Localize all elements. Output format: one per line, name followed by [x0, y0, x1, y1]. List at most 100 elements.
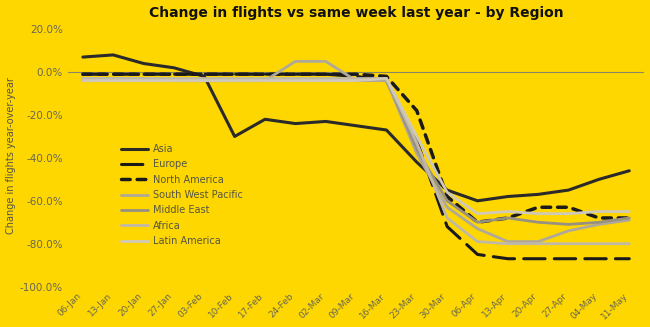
Europe [79, 72, 87, 76]
North America [352, 72, 360, 76]
Europe [109, 72, 117, 76]
North America [140, 72, 148, 76]
North America [109, 72, 117, 76]
Middle East [109, 79, 117, 83]
Europe [140, 72, 148, 76]
Asia [625, 169, 633, 173]
South West Pacific [625, 218, 633, 222]
Legend: Asia, Europe, North America, South West Pacific, Middle East, Africa, Latin Amer: Asia, Europe, North America, South West … [119, 142, 244, 248]
Europe [170, 72, 178, 76]
Latin America [383, 77, 391, 80]
Middle East [565, 222, 573, 226]
Latin America [443, 190, 451, 194]
Latin America [474, 212, 482, 215]
South West Pacific [140, 77, 148, 80]
Africa [534, 242, 542, 246]
Latin America [140, 79, 148, 83]
Asia [534, 192, 542, 196]
Asia [140, 61, 148, 65]
North America [625, 216, 633, 220]
Asia [413, 160, 421, 164]
Latin America [109, 79, 117, 83]
Europe [261, 72, 269, 76]
Africa [231, 77, 239, 80]
Line: Latin America: Latin America [83, 78, 629, 214]
Europe [200, 72, 208, 76]
Europe [534, 257, 542, 261]
Latin America [352, 79, 360, 83]
Africa [140, 77, 148, 80]
North America [170, 72, 178, 76]
Asia [322, 119, 330, 123]
Africa [261, 77, 269, 80]
North America [504, 216, 512, 220]
Europe [565, 257, 573, 261]
Africa [443, 216, 451, 220]
Middle East [413, 147, 421, 151]
Latin America [504, 210, 512, 214]
Latin America [231, 79, 239, 83]
Middle East [261, 79, 269, 83]
Line: Asia: Asia [83, 55, 629, 201]
North America [474, 220, 482, 224]
Asia [595, 177, 603, 181]
Middle East [170, 79, 178, 83]
South West Pacific [504, 240, 512, 244]
Africa [504, 242, 512, 246]
Africa [170, 77, 178, 80]
North America [200, 72, 208, 76]
Middle East [352, 79, 360, 83]
North America [291, 72, 299, 76]
South West Pacific [534, 240, 542, 244]
South West Pacific [474, 227, 482, 231]
Asia [231, 134, 239, 138]
North America [79, 72, 87, 76]
Line: Africa: Africa [83, 78, 629, 244]
South West Pacific [443, 205, 451, 209]
Latin America [413, 134, 421, 138]
Europe [595, 257, 603, 261]
South West Pacific [352, 79, 360, 83]
Africa [200, 77, 208, 80]
Asia [200, 75, 208, 78]
North America [565, 205, 573, 209]
Africa [595, 242, 603, 246]
Middle East [443, 199, 451, 203]
Line: South West Pacific: South West Pacific [83, 61, 629, 242]
Europe [291, 72, 299, 76]
South West Pacific [170, 79, 178, 83]
North America [383, 75, 391, 78]
South West Pacific [595, 222, 603, 226]
Middle East [474, 220, 482, 224]
South West Pacific [200, 79, 208, 83]
Asia [474, 199, 482, 203]
Asia [109, 53, 117, 57]
Middle East [383, 77, 391, 80]
Latin America [322, 79, 330, 83]
Africa [565, 242, 573, 246]
Asia [261, 117, 269, 121]
Africa [625, 242, 633, 246]
Asia [79, 55, 87, 59]
Y-axis label: Change in flights year-over-year: Change in flights year-over-year [6, 77, 16, 234]
Latin America [261, 79, 269, 83]
Middle East [140, 79, 148, 83]
Latin America [200, 79, 208, 83]
Europe [352, 75, 360, 78]
Latin America [625, 210, 633, 214]
South West Pacific [322, 60, 330, 63]
Latin America [170, 79, 178, 83]
Middle East [504, 216, 512, 220]
North America [534, 205, 542, 209]
Europe [383, 79, 391, 83]
South West Pacific [261, 79, 269, 83]
Middle East [322, 79, 330, 83]
North America [443, 195, 451, 198]
Europe [443, 225, 451, 229]
South West Pacific [79, 77, 87, 80]
South West Pacific [413, 152, 421, 156]
Asia [170, 66, 178, 70]
Africa [413, 141, 421, 145]
Africa [322, 77, 330, 80]
North America [595, 216, 603, 220]
